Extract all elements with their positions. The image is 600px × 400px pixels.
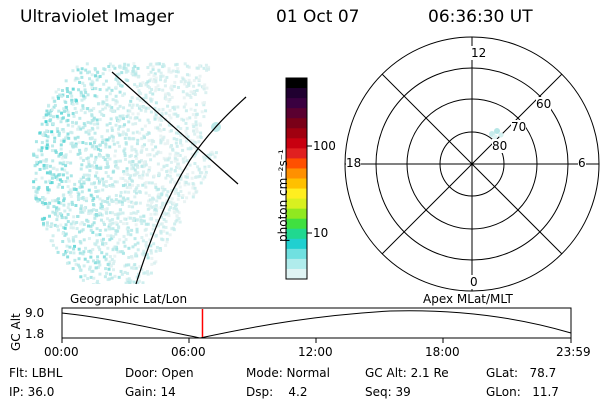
colorbar-cell bbox=[286, 148, 307, 159]
colorbar-cell bbox=[286, 268, 307, 280]
timeline-x-tick-0000: 00:00 bbox=[44, 345, 79, 359]
colorbar-cell bbox=[286, 238, 307, 250]
polar-emission-patch bbox=[489, 128, 504, 140]
colorbar-cell bbox=[286, 108, 307, 119]
colorbar-cell bbox=[286, 138, 307, 149]
colorbar-cell bbox=[286, 228, 307, 240]
altitude-curve bbox=[61, 310, 572, 339]
colorbar-cell bbox=[286, 128, 307, 139]
colorbar-cell bbox=[286, 158, 307, 169]
polar-diagonal-2 bbox=[381, 73, 563, 255]
colorbar-label-10: 10 bbox=[313, 226, 329, 240]
info-glon: GLon: 11.7 bbox=[486, 385, 559, 399]
timeline-x-tick-1200: 12:00 bbox=[298, 345, 333, 359]
timeline-right-label: Apex MLat/MLT bbox=[423, 292, 513, 306]
info-dsp: Dsp: 4.2 bbox=[246, 385, 308, 399]
colorbar-cell bbox=[286, 258, 307, 270]
colorbar-cell bbox=[286, 78, 307, 89]
colorbar-cell bbox=[286, 188, 307, 200]
mlt-label-0: 0 bbox=[470, 275, 478, 289]
timeline-x-ticks bbox=[61, 338, 572, 343]
timeline-y-tick-low: 1.8 bbox=[25, 327, 45, 341]
timeline-left-label: Geographic Lat/Lon bbox=[70, 292, 188, 306]
info-ip: IP: 36.0 bbox=[9, 385, 55, 399]
timeline-frame bbox=[61, 307, 572, 339]
colorbar-label-100: 100 bbox=[313, 139, 336, 153]
info-filter: Flt: LBHL bbox=[9, 366, 63, 380]
colorbar-cell bbox=[286, 178, 307, 190]
timeline-x-tick-2359: 23:59 bbox=[556, 345, 591, 359]
orbit-track-line bbox=[111, 71, 239, 185]
info-mode: Mode: Normal bbox=[246, 366, 330, 380]
mlt-label-6: 6 bbox=[578, 156, 586, 170]
lat-label-60: 60 bbox=[536, 97, 552, 111]
mlt-label-12: 12 bbox=[471, 46, 487, 60]
colorbar-cell bbox=[286, 98, 307, 109]
observation-date: 01 Oct 07 bbox=[276, 7, 360, 27]
colorbar-cell bbox=[286, 208, 307, 220]
info-seq: Seq: 39 bbox=[365, 385, 411, 399]
lat-label-70: 70 bbox=[511, 120, 527, 134]
colorbar-cell bbox=[286, 88, 307, 99]
info-door: Door: Open bbox=[125, 366, 194, 380]
info-gain: Gain: 14 bbox=[125, 385, 176, 399]
lat-label-80: 80 bbox=[492, 139, 508, 153]
observation-time: 06:36:30 UT bbox=[428, 7, 533, 27]
colorbar-cell bbox=[286, 118, 307, 129]
mlt-label-18: 18 bbox=[346, 156, 362, 170]
instrument-title: Ultraviolet Imager bbox=[20, 7, 174, 27]
terminator-line bbox=[135, 96, 247, 285]
info-glat: GLat: 78.7 bbox=[486, 366, 557, 380]
colorbar-cell bbox=[286, 168, 307, 179]
colorbar-cell bbox=[286, 218, 307, 230]
colorbar-cell bbox=[286, 198, 307, 210]
colorbar-cell bbox=[286, 248, 307, 260]
timeline-y-tick-high: 9.0 bbox=[25, 306, 45, 320]
timeline-x-tick-1800: 18:00 bbox=[425, 345, 460, 359]
info-gc-alt: GC Alt: 2.1 Re bbox=[365, 366, 449, 380]
timeline-x-tick-0600: 06:00 bbox=[171, 345, 206, 359]
